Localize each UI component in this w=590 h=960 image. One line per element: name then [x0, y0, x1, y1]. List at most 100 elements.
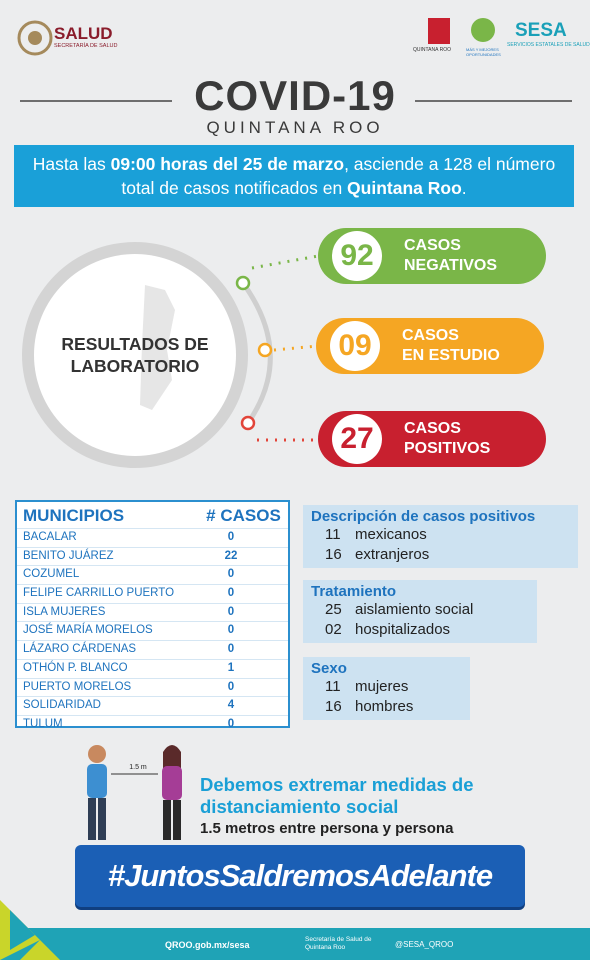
table-body: BACALAR 0 BENITO JUÁREZ 22 COZUMEL 0 FELIPE CA…	[17, 528, 288, 734]
footer-facebook: Secretaría de Salud de Quintana Roo	[305, 936, 372, 951]
footer-bar	[0, 928, 590, 960]
municipio: BENITO JUÁREZ	[23, 549, 114, 562]
case-count: 0	[227, 531, 235, 543]
table-row: ISLA MUJERES 0	[17, 602, 288, 622]
table-row: OTHÓN P. BLANCO 1	[17, 658, 288, 678]
box-item: 16 extranjeros	[311, 545, 570, 565]
item-count: 25	[325, 601, 342, 618]
result-label-line: CASOS	[402, 327, 459, 344]
item-label: extranjeros	[355, 546, 430, 563]
municipio: BACALAR	[23, 531, 77, 543]
result-label-line: CASOS	[404, 237, 461, 254]
case-count: 0	[227, 605, 235, 618]
title: COVID-19	[194, 72, 396, 119]
result-pill: 09 CASOS EN ESTUDIO	[316, 318, 544, 374]
case-count: 0	[227, 568, 235, 581]
table-row: FELIPE CARRILLO PUERTO 0	[17, 584, 288, 603]
case-count: 0	[227, 643, 235, 656]
lab-graphic	[22, 242, 319, 468]
item-count: 11	[325, 526, 341, 543]
box-title: Sexo	[311, 660, 347, 677]
salud-emblem	[17, 20, 53, 56]
subtitle: QUINTANA ROO	[206, 118, 384, 137]
qroo-logo: QUINTANA ROO	[413, 47, 451, 53]
banner-date: 09:00 horas del 25 de marzo	[110, 154, 345, 174]
result-label: CASOS EN ESTUDIO	[402, 326, 500, 366]
box-item: 11 mujeres	[311, 677, 462, 697]
case-count: 4	[227, 699, 235, 712]
result-label-line: POSITIVOS	[404, 440, 491, 457]
header-cell: MUNICIPIOS	[23, 506, 125, 525]
banner-place: Quintana Roo	[347, 178, 462, 198]
box-title: Descripción de casos positivos	[311, 508, 536, 525]
item-count: 11	[325, 678, 341, 695]
descripcion-box: Descripción de casos positivos 11 mexicano…	[303, 505, 578, 568]
hashtag: #JuntosSaldremosAdelante	[75, 845, 525, 907]
footer-twitter: @SESA_QROO	[395, 940, 454, 949]
banner-text: Hasta las	[32, 154, 111, 174]
item-count: 16	[325, 546, 342, 563]
lab-label: RESULTADOS DE LABORATORIO	[61, 334, 209, 376]
result-label-line: NEGATIVOS	[404, 257, 498, 274]
table-row: PUERTO MORELOS 0	[17, 677, 288, 697]
municipio: SOLIDARIDAD	[23, 699, 101, 712]
item-label: mujeres	[355, 678, 409, 695]
municipio: ISLA MUJERES	[23, 605, 106, 618]
table-row: COZUMEL 0	[17, 565, 288, 584]
people-illustration	[87, 745, 182, 840]
table-row: BACALAR 0	[17, 528, 288, 547]
result-label-line: CASOS	[404, 420, 461, 437]
result-count: 92	[332, 231, 382, 281]
item-count: 16	[325, 698, 342, 715]
oportunidades-logo: MÁS Y MEJORES OPORTUNIDADES	[466, 47, 501, 57]
salud-sub: SECRETARÍA DE SALUD	[54, 43, 118, 49]
state-emblems	[428, 18, 495, 44]
salud-logo: SALUD	[54, 24, 113, 43]
box-item: 25 aislamiento social	[311, 600, 529, 620]
case-count: 22	[224, 549, 238, 562]
title-rules	[20, 100, 572, 102]
table-row: SOLIDARIDAD 4	[17, 696, 288, 715]
table-row: JOSÉ MARÍA MORELOS 0	[17, 621, 288, 640]
result-pill: 27 CASOS POSITIVOS	[318, 411, 546, 467]
item-label: aislamiento social	[355, 601, 474, 618]
distance-label: 1.5 m	[129, 764, 147, 771]
municipio: PUERTO MORELOS	[23, 680, 132, 693]
table-row: BENITO JUÁREZ 22	[17, 546, 288, 566]
box-item: 11 mexicanos	[311, 525, 570, 545]
municipio: LÁZARO CÁRDENAS	[23, 643, 137, 656]
municipio: JOSÉ MARÍA MORELOS	[23, 624, 153, 637]
footer-web: QROO.gob.mx/sesa	[165, 940, 250, 950]
item-count: 02	[325, 621, 342, 638]
sexo-box: Sexo 11 mujeres 16 hombres	[303, 657, 470, 720]
municipio: OTHÓN P. BLANCO	[23, 661, 128, 674]
municipios-table: MUNICIPIOS # CASOS BACALAR 0 BENITO JUÁREZ…	[15, 500, 290, 730]
case-count: 0	[227, 587, 235, 600]
case-count: 0	[227, 680, 235, 693]
result-label: CASOS NEGATIVOS	[404, 236, 497, 276]
table-header: MUNICIPIOS # CASOS	[17, 502, 288, 528]
box-item: 16 hombres	[311, 697, 462, 717]
result-label: CASOS POSITIVOS	[404, 419, 490, 459]
sesa-logo: SESA	[515, 20, 567, 41]
case-count: 0	[227, 624, 235, 637]
municipio: TULUM	[23, 717, 63, 730]
result-count: 27	[332, 414, 382, 464]
municipio: COZUMEL	[23, 568, 80, 581]
banner: Hasta las 09:00 horas del 25 de marzo, a…	[14, 145, 574, 207]
banner-text: .	[461, 178, 467, 198]
tratamiento-box: Tratamiento 25 aislamiento social 02 hospita…	[303, 580, 537, 643]
table-row: TULUM 0	[17, 714, 288, 734]
table-row: LÁZARO CÁRDENAS 0	[17, 640, 288, 659]
box-item: 02 hospitalizados	[311, 620, 529, 640]
case-count: 1	[227, 661, 235, 674]
corner-logo	[0, 900, 60, 960]
box-title: Tratamiento	[311, 583, 397, 600]
item-label: hombres	[355, 698, 414, 715]
item-label: mexicanos	[355, 526, 427, 543]
message-headline: Debemos extremar medidas de distanciamie…	[200, 774, 474, 817]
result-label-line: EN ESTUDIO	[402, 347, 500, 364]
municipio: FELIPE CARRILLO PUERTO	[23, 587, 175, 600]
result-pill: 92 CASOS NEGATIVOS	[318, 228, 546, 284]
